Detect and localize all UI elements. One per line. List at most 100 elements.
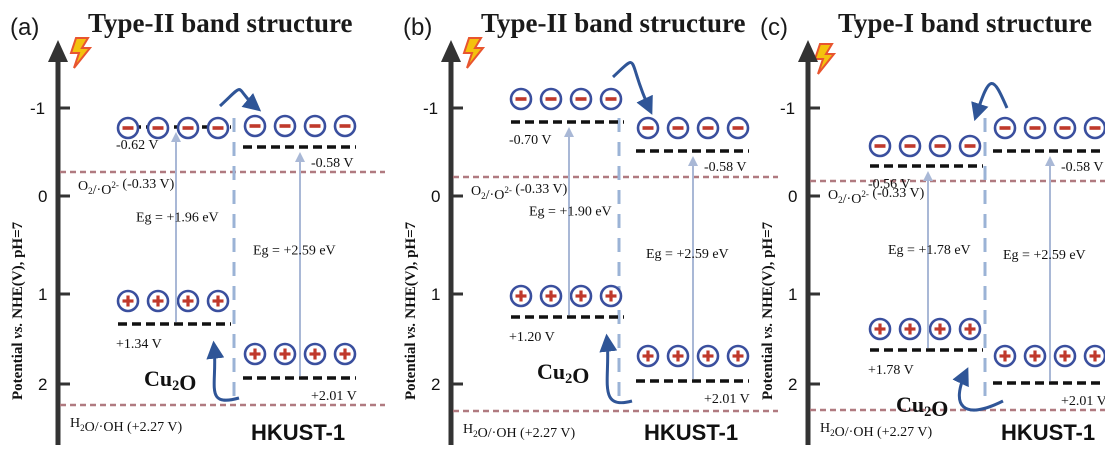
- hole: [176, 289, 200, 313]
- hole: [303, 342, 327, 366]
- electron: [696, 116, 720, 140]
- electron: [868, 134, 892, 158]
- panel-letter: (a): [10, 14, 39, 41]
- electron-transfer-arrow: [218, 88, 262, 112]
- electron: [509, 87, 533, 111]
- electron-symbol: [212, 126, 224, 130]
- y-tick-label: 0: [431, 187, 440, 206]
- y-axis-arrowhead: [441, 40, 461, 62]
- hole: [569, 284, 593, 308]
- o2-redox-label: O2/·O2- (-0.33 V): [828, 186, 925, 207]
- electron: [928, 134, 952, 158]
- hole: [206, 289, 230, 313]
- hole-symbol: [186, 295, 190, 307]
- y-tick-label: -1: [423, 99, 438, 118]
- hkust-label: HKUST-1: [644, 420, 738, 445]
- hole: [993, 344, 1017, 368]
- panel-b: (b) Type-II band structure -1 0 1 2 Potential …: [403, 8, 778, 445]
- panel-a: (a) Type-II band structure -1 0 1 2 Potential …: [10, 8, 385, 445]
- hole-transfer-arrow: [952, 367, 1004, 412]
- hkust-cb-potential: -0.58 V: [1061, 160, 1104, 175]
- cu2o-cb-potential: -0.70 V: [509, 133, 552, 148]
- electron: [206, 116, 230, 140]
- hole-symbol: [968, 323, 972, 335]
- lightning-bolt: [462, 37, 486, 69]
- hole-symbol: [676, 350, 680, 362]
- hkust-bandgap-label: Eg = +2.59 eV: [646, 247, 729, 262]
- hole-symbol: [878, 323, 882, 335]
- panel-title: Type-II band structure: [88, 8, 353, 38]
- hole-symbol: [549, 290, 553, 302]
- hole: [958, 317, 982, 341]
- y-tick-label: 2: [431, 375, 440, 394]
- lightning-icon: [462, 37, 486, 69]
- y-axis-arrowhead: [48, 40, 68, 62]
- cu2o-bandgap-label: Eg = +1.96 eV: [136, 211, 219, 226]
- electron-symbol: [279, 124, 291, 128]
- electron-symbol: [702, 126, 714, 130]
- hole-symbol: [343, 348, 347, 360]
- electron-transfer-arrow: [611, 61, 653, 115]
- hole: [333, 342, 357, 366]
- y-tick-label: 2: [38, 375, 47, 394]
- y-axis-arrowhead: [798, 40, 818, 62]
- hkust-label: HKUST-1: [251, 420, 345, 445]
- cu2o-vb-potential: +1.20 V: [509, 330, 555, 345]
- hole-transfer-arrow: [599, 333, 633, 405]
- y-tick-label: 1: [788, 285, 797, 304]
- cu2o-vb-potential: +1.34 V: [116, 337, 162, 352]
- h2o-redox-label: H2O/·OH (+2.27 V): [70, 416, 182, 435]
- hole: [1053, 344, 1077, 368]
- electron-symbol: [904, 144, 916, 148]
- electron: [303, 114, 327, 138]
- hkust-bandgap-label: Eg = +2.59 eV: [1003, 248, 1086, 263]
- cu2o-label: Cu2O: [896, 392, 948, 421]
- electron: [176, 116, 200, 140]
- lightning-icon: [813, 43, 837, 75]
- electron: [243, 114, 267, 138]
- y-tick-label: 2: [788, 375, 797, 394]
- o2-redox-label: O2/·O2- (-0.33 V): [78, 177, 175, 198]
- electron: [636, 116, 660, 140]
- hole-transfer-arrow: [206, 340, 240, 402]
- hole-symbol: [156, 295, 160, 307]
- electron: [146, 116, 170, 140]
- hole: [1023, 344, 1047, 368]
- hkust-cb-potential: -0.58 V: [704, 160, 747, 175]
- y-tick-label: 1: [38, 285, 47, 304]
- h2o-redox-label: H2O/·OH (+2.27 V): [820, 421, 932, 440]
- electron: [569, 87, 593, 111]
- hole-symbol: [908, 323, 912, 335]
- electron: [1023, 116, 1047, 140]
- electron-symbol: [122, 126, 134, 130]
- panel-letter: (c): [760, 14, 788, 41]
- electron-symbol: [874, 144, 886, 148]
- electron-symbol: [605, 97, 617, 101]
- hkust-vb-potential: +2.01 V: [704, 392, 750, 407]
- hkust-vb-potential: +2.01 V: [1061, 394, 1105, 409]
- hole: [146, 289, 170, 313]
- cu2o-label: Cu2O: [144, 366, 196, 395]
- electron-transfer-arrow: [971, 82, 1009, 122]
- hole-symbol: [1093, 350, 1097, 362]
- hkust-label: HKUST-1: [1001, 420, 1095, 445]
- hole: [509, 284, 533, 308]
- hole: [636, 344, 660, 368]
- electron-symbol: [575, 97, 587, 101]
- hole-symbol: [253, 348, 257, 360]
- hole: [1083, 344, 1105, 368]
- o2-redox-label: O2/·O2- (-0.33 V): [471, 182, 568, 203]
- y-axis-title: Potential vs. NHE(V), pH=7: [760, 221, 776, 400]
- cu2o-bandgap-label: Eg = +1.78 eV: [888, 243, 971, 258]
- panel-title: Type-II band structure: [481, 8, 746, 38]
- electron: [273, 114, 297, 138]
- electron-symbol: [1089, 126, 1101, 130]
- electron: [539, 87, 563, 111]
- electron: [333, 114, 357, 138]
- electron-symbol: [964, 144, 976, 148]
- electron: [1053, 116, 1077, 140]
- electron: [1083, 116, 1105, 140]
- electron-symbol: [642, 126, 654, 130]
- electron-symbol: [999, 126, 1011, 130]
- cu2o-cb-potential: -0.56 V: [868, 177, 911, 192]
